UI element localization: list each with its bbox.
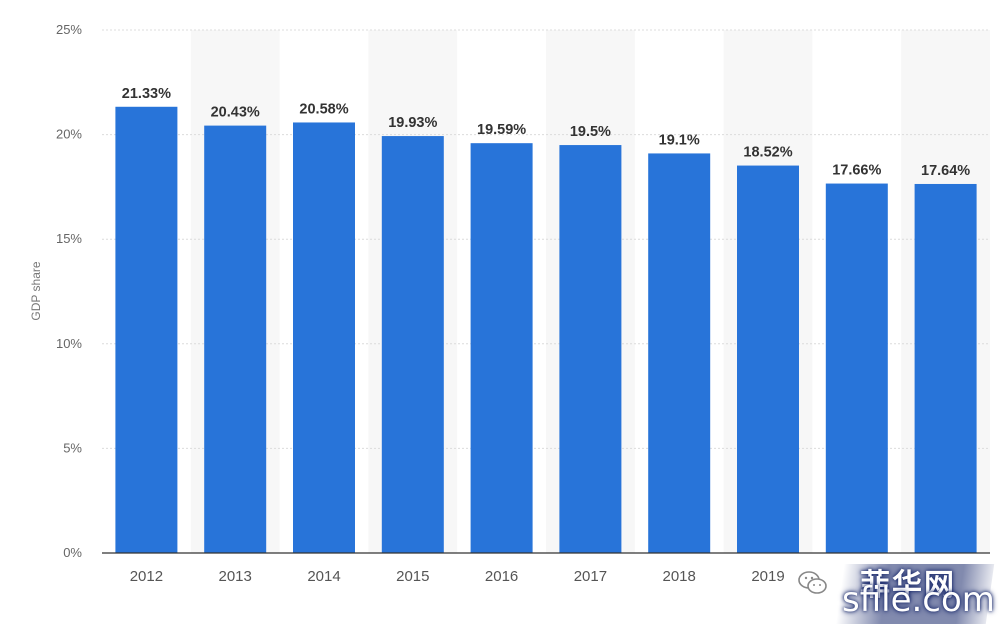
x-tick-label: 2016 bbox=[485, 568, 518, 585]
wechat-icon bbox=[798, 571, 827, 594]
bar-2015 bbox=[381, 136, 444, 554]
x-tick-label: 2014 bbox=[307, 568, 340, 585]
data-label: 19.1% bbox=[659, 132, 700, 148]
bars bbox=[115, 106, 977, 554]
y-axis-ticks: 0% 5% 10% 15% 20% 25% bbox=[56, 22, 82, 560]
bar-2021 bbox=[914, 183, 977, 554]
y-tick-label: 20% bbox=[56, 127, 82, 142]
data-label: 19.59% bbox=[477, 122, 526, 138]
y-tick-label: 25% bbox=[56, 22, 82, 37]
data-label: 19.5% bbox=[570, 124, 611, 140]
bar-2020 bbox=[825, 183, 888, 553]
watermark: 菲华网 sfile.com bbox=[790, 558, 1000, 628]
data-label: 20.43% bbox=[211, 105, 260, 121]
x-tick-label: 2017 bbox=[574, 568, 607, 585]
data-label: 20.58% bbox=[299, 101, 348, 117]
bar-2016 bbox=[470, 143, 533, 554]
data-label: 18.52% bbox=[743, 145, 792, 161]
data-label: 17.66% bbox=[832, 163, 881, 179]
y-axis-label: GDP share bbox=[29, 261, 43, 320]
watermark-chinese-text: 菲华网 bbox=[860, 568, 956, 603]
watermark-domain-text: sfile.com bbox=[842, 580, 995, 620]
x-tick-label: 2015 bbox=[396, 568, 429, 585]
y-tick-label: 15% bbox=[56, 231, 82, 246]
data-label: 21.33% bbox=[122, 86, 171, 102]
bar-2018 bbox=[648, 153, 711, 554]
bar-2013 bbox=[204, 125, 267, 553]
x-tick-label: 2013 bbox=[219, 568, 252, 585]
data-labels: 21.33% 20.43% 20.58% 19.93% 19.59% 19.5% 19.1%… bbox=[122, 86, 970, 179]
y-tick-label: 10% bbox=[56, 336, 82, 351]
x-tick-label: 2018 bbox=[663, 568, 696, 585]
data-label: 17.64% bbox=[921, 163, 970, 179]
data-label: 19.93% bbox=[388, 115, 437, 131]
y-tick-label: 0% bbox=[63, 545, 82, 560]
x-tick-label: 2012 bbox=[130, 568, 163, 585]
y-tick-label: 5% bbox=[63, 440, 82, 455]
bar-2017 bbox=[559, 145, 622, 553]
bar-2014 bbox=[293, 122, 355, 553]
bar-2012 bbox=[115, 106, 178, 553]
x-axis-ticks: 2012 2013 2014 2015 2016 2017 2018 2019 bbox=[130, 568, 785, 585]
bar-2019 bbox=[737, 165, 799, 554]
x-tick-label: 2019 bbox=[751, 568, 784, 585]
